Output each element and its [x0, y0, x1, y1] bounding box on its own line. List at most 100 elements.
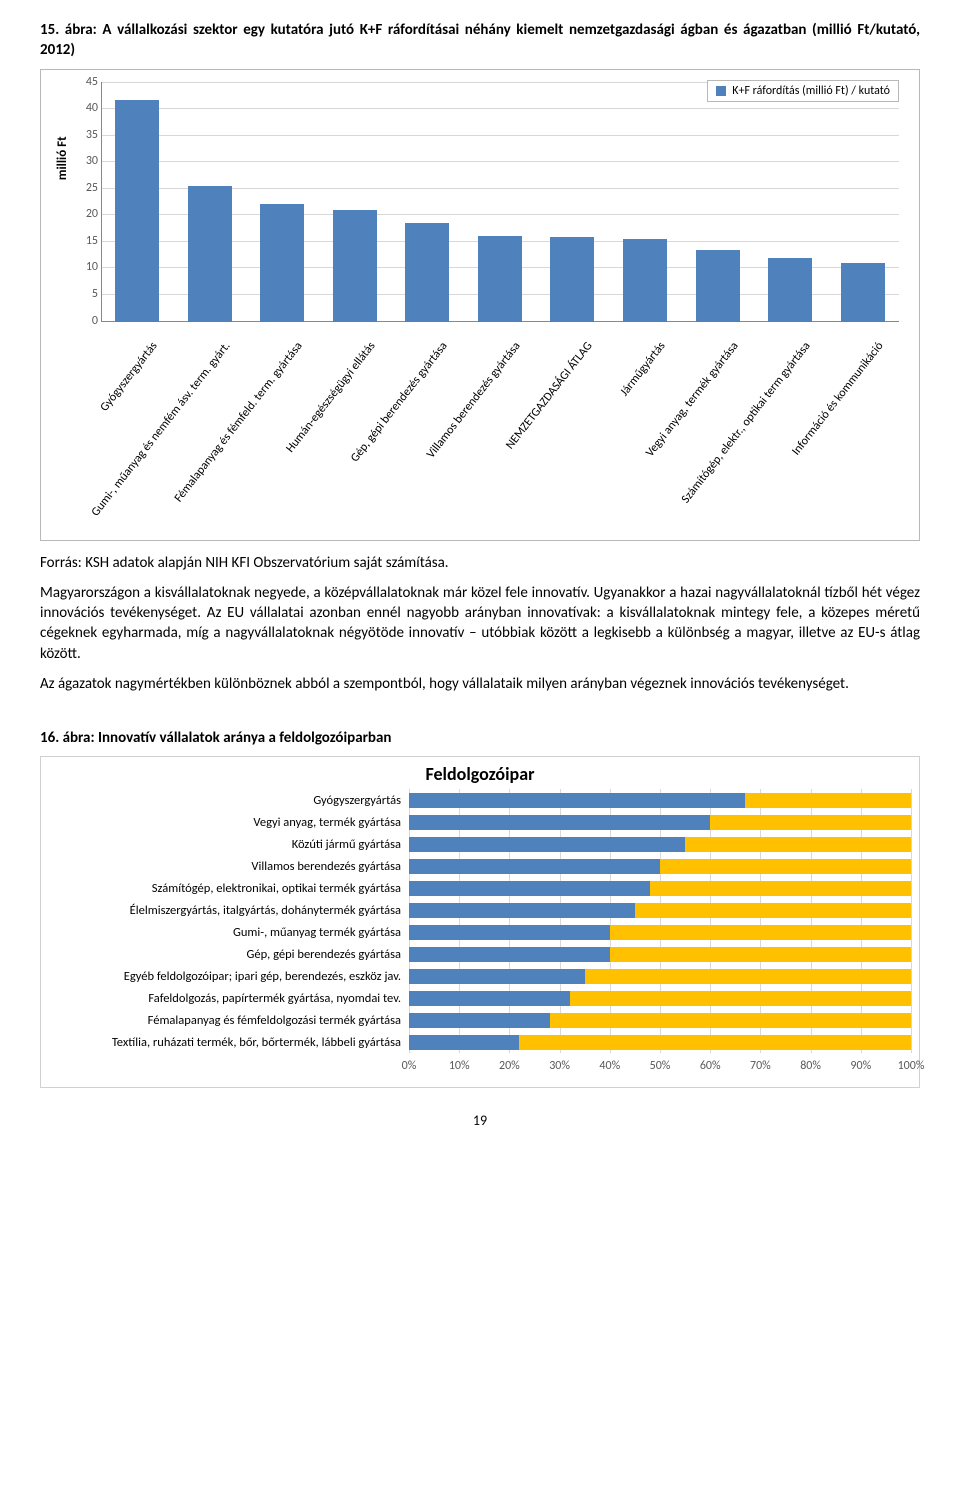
chart2-x-tick: 60% [700, 1059, 721, 1073]
chart2-bar-segment-a [409, 925, 610, 940]
chart2-title: Feldolgozóipar [49, 763, 911, 785]
chart2-row-label: Gép, gépi berendezés gyártása [49, 947, 409, 962]
chart2-bar-segment-b [660, 859, 911, 874]
page-number: 19 [40, 1112, 920, 1129]
chart2-bar-segment-a [409, 903, 635, 918]
chart1-bar [696, 250, 740, 322]
chart2-bar-segment-b [570, 991, 911, 1006]
figure2-title: 16. ábra: Innovatív vállalatok aránya a … [40, 728, 920, 748]
chart2-x-tick: 80% [800, 1059, 821, 1073]
source-line: Forrás: KSH adatok alapján NIH KFI Obsze… [40, 553, 920, 573]
chart1-y-tick: 25 [74, 181, 98, 195]
chart2-row-label: Fafeldolgozás, papírtermék gyártása, nyo… [49, 991, 409, 1006]
body-paragraph-1: Magyarországon a kisvállalatoknak negyed… [40, 583, 920, 664]
chart2-bar-segment-b [610, 947, 911, 962]
chart1-bar [260, 204, 304, 321]
chart2-row-label: Fémalapanyag és fémfeldolgozási termék g… [49, 1013, 409, 1028]
chart2-bar-segment-a [409, 991, 570, 1006]
chart1-bar [405, 223, 449, 322]
chart2-bar-area [409, 837, 911, 852]
chart2-bar-area [409, 991, 911, 1006]
chart1-x-labels: GyógyszergyártásGumi-, műanyag és nemfém… [101, 324, 899, 534]
chart2-row-label: Vegyi anyag, termék gyártása [49, 815, 409, 830]
chart2-x-tick: 90% [850, 1059, 871, 1073]
chart2-x-tick: 70% [750, 1059, 771, 1073]
chart2-x-tick: 50% [650, 1059, 671, 1073]
chart2-bar-area [409, 1035, 911, 1050]
chart2-bar-segment-b [519, 1035, 911, 1050]
chart2-row-label: Élelmiszergyártás, italgyártás, dohányte… [49, 903, 409, 918]
chart2-container: Feldolgozóipar Gyógyszergyártás Vegyi any… [40, 756, 920, 1088]
chart2-bar-segment-b [550, 1013, 911, 1028]
chart2-bar-segment-b [745, 793, 911, 808]
chart2-row-label: Gumi-, műanyag termék gyártása [49, 925, 409, 940]
chart2-bar-segment-a [409, 947, 610, 962]
figure2-number: 16. ábra: [40, 729, 95, 747]
chart1-y-tick: 30 [74, 154, 98, 168]
chart2-bar-area [409, 1013, 911, 1028]
chart2-bar-area [409, 947, 911, 962]
chart2-bar-segment-b [650, 881, 911, 896]
chart2-row-label: Közúti jármű gyártása [49, 837, 409, 852]
chart1-plot-area: K+F ráfordítás (millió Ft) / kutató mill… [101, 82, 899, 322]
chart1-bar [333, 210, 377, 322]
chart2-row-label: Gyógyszergyártás [49, 793, 409, 808]
chart2-bar-segment-b [585, 969, 911, 984]
chart1-bar [768, 258, 812, 322]
chart2-plot: Gyógyszergyártás Vegyi anyag, termék gyár… [49, 789, 911, 1053]
chart1-y-tick: 40 [74, 101, 98, 115]
chart1-bar [478, 236, 522, 321]
chart1-legend-swatch [716, 86, 726, 96]
figure2-title-text: Innovatív vállalatok aránya a feldolgozó… [95, 729, 392, 747]
chart1-bar [550, 237, 594, 321]
chart2-bar-segment-b [610, 925, 911, 940]
chart2-bar-area [409, 815, 911, 830]
chart2-row-label: Textília, ruházati termék, bőr, bőrtermé… [49, 1035, 409, 1050]
chart2-bar-segment-a [409, 815, 710, 830]
chart2-bar-segment-b [685, 837, 911, 852]
chart1-y-tick: 35 [74, 128, 98, 142]
chart2-x-tick: 0% [402, 1059, 417, 1073]
chart1-bar [188, 186, 232, 322]
chart2-x-tick: 10% [449, 1059, 470, 1073]
chart1-legend-text: K+F ráfordítás (millió Ft) / kutató [732, 84, 890, 98]
chart1-y-tick: 15 [74, 234, 98, 248]
chart1-bars-group [101, 82, 899, 322]
body-paragraph-2: Az ágazatok nagymértékben különböznek ab… [40, 674, 920, 694]
chart2-bar-segment-a [409, 881, 650, 896]
chart2-bar-segment-a [409, 859, 660, 874]
chart2-gridline [911, 789, 912, 1053]
chart2-x-tick: 40% [599, 1059, 620, 1073]
chart2-bar-segment-b [710, 815, 911, 830]
chart2-row-label: Egyéb feldolgozóipar; ipari gép, berende… [49, 969, 409, 984]
chart1-y-tick: 20 [74, 207, 98, 221]
chart2-bar-area [409, 859, 911, 874]
chart2-bar-segment-a [409, 837, 685, 852]
chart2-bar-segment-a [409, 1035, 519, 1050]
chart2-x-tick: 20% [499, 1059, 520, 1073]
chart1-container: K+F ráfordítás (millió Ft) / kutató mill… [40, 69, 920, 541]
chart1-bar [115, 100, 159, 321]
chart2-bar-area [409, 969, 911, 984]
chart1-y-tick: 45 [74, 75, 98, 89]
chart2-row-label: Számítógép, elektronikai, optikai termék… [49, 881, 409, 896]
chart1-bar [623, 239, 667, 322]
chart2-x-axis: 0%10%20%30%40%50%60%70%80%90%100% [409, 1057, 911, 1077]
chart2-bar-area [409, 903, 911, 918]
figure1-number: 15. ábra: [40, 21, 97, 39]
chart2-bar-segment-a [409, 1013, 550, 1028]
chart2-bar-area [409, 881, 911, 896]
chart1-y-axis-label: millió Ft [55, 136, 70, 180]
chart1-bar [841, 263, 885, 322]
figure1-title: 15. ábra: A vállalkozási szektor egy kut… [40, 20, 920, 61]
chart2-bar-segment-b [635, 903, 911, 918]
chart2-row-label: Villamos berendezés gyártása [49, 859, 409, 874]
chart2-x-tick: 100% [898, 1059, 925, 1073]
chart2-bar-area [409, 925, 911, 940]
chart2-x-tick: 30% [549, 1059, 570, 1073]
figure1-title-text: A vállalkozási szektor egy kutatóra jutó… [40, 21, 920, 59]
chart1-y-tick: 0 [74, 314, 98, 328]
chart2-bar-segment-a [409, 793, 745, 808]
chart1-legend: K+F ráfordítás (millió Ft) / kutató [707, 80, 899, 102]
chart2-bar-segment-a [409, 969, 585, 984]
